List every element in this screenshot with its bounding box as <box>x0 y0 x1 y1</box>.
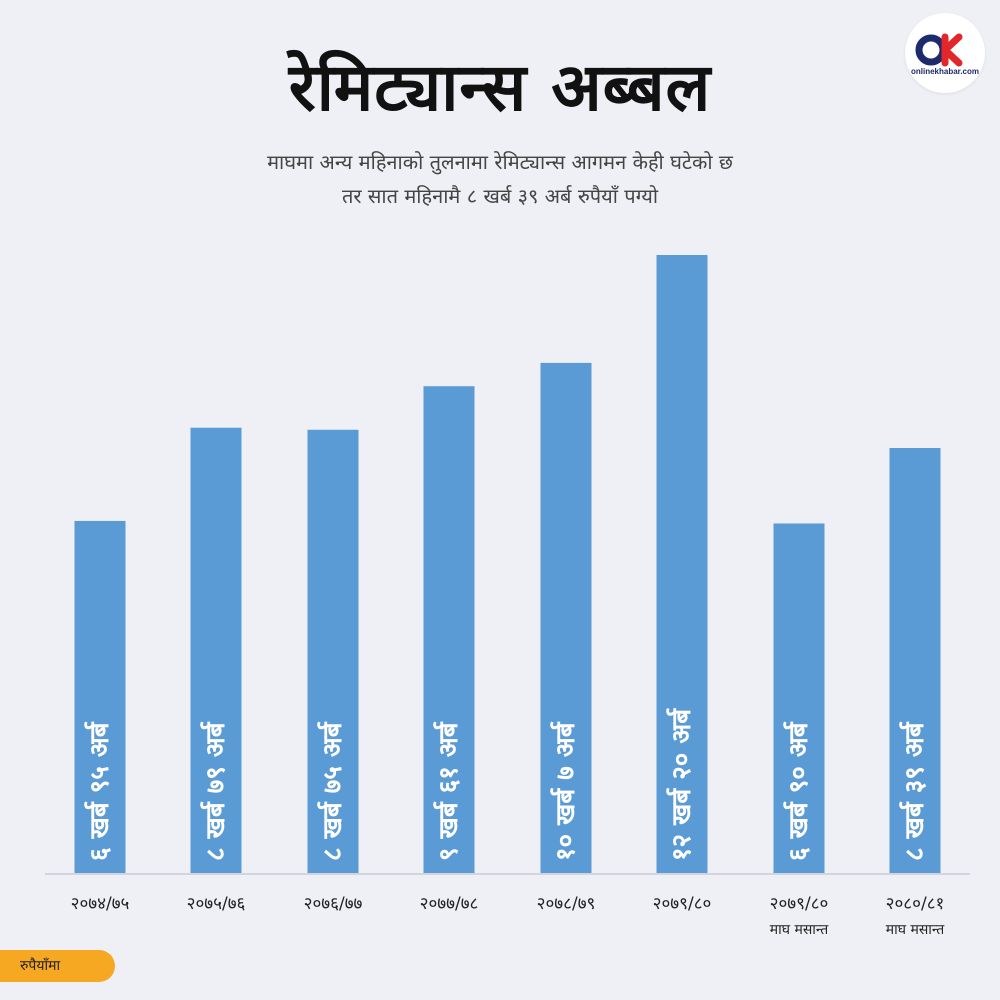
x-tick-label: २०७८/७९ <box>537 894 596 914</box>
x-tick-label: २०७७/७८ <box>420 894 479 914</box>
x-tick-label: २०७९/८० <box>653 894 712 914</box>
bar-data-label: ६ खर्ब ९० अर्ब <box>783 721 814 861</box>
bar <box>773 523 825 873</box>
onlinekhabar-logo-icon: onlinekhabar.com <box>905 13 985 93</box>
chart-title: रेमिट्यान्स अब्बल <box>288 49 712 126</box>
x-tick-label: २०७५/७६ <box>187 894 246 914</box>
bar-data-label: ६ खर्ब ९५ अर्ब <box>84 721 115 861</box>
subtitle-line-2: तर सात महिनामै ८ खर्ब ३९ अर्ब रुपैयाँ पग… <box>341 184 659 208</box>
subtitle-line-1: माघमा अन्य महिनाको तुलनामा रेमिट्यान्स आ… <box>267 150 733 174</box>
bar-data-label: ८ खर्ब ३९ अर्ब <box>899 721 930 861</box>
bar-data-label: १२ खर्ब २० अर्ब <box>666 708 697 861</box>
bar-data-label: ८ खर्ब ७५ अर्ब <box>317 721 348 861</box>
bar-data-label: ९ खर्ब ६१ अर्ब <box>433 721 464 861</box>
bar <box>889 447 941 873</box>
x-tick-label: २०८०/८१ <box>886 894 945 914</box>
bar <box>656 255 708 873</box>
x-tick-label: २०७९/८० <box>770 894 829 914</box>
unit-badge: रुपैयाँमा <box>0 950 115 982</box>
x-tick-label: २०७४/७५ <box>71 894 130 914</box>
bar <box>190 427 242 873</box>
chart-subtitle: माघमा अन्य महिनाको तुलनामा रेमिट्यान्स आ… <box>0 145 1000 213</box>
bar-data-label: १० खर्ब ७ अर्ब <box>550 721 581 861</box>
bar <box>74 520 126 873</box>
bar <box>540 362 592 873</box>
bar-data-label: ८ खर्ब ७९ अर्ब <box>200 721 231 861</box>
bar <box>307 429 359 873</box>
x-tick-sublabel: माघ मसान्त <box>886 922 945 938</box>
logo-wordmark: onlinekhabar.com <box>911 67 979 76</box>
bar <box>423 386 475 873</box>
x-tick-label: २०७६/७७ <box>304 894 363 914</box>
x-tick-sublabel: माघ मसान्त <box>770 922 829 938</box>
